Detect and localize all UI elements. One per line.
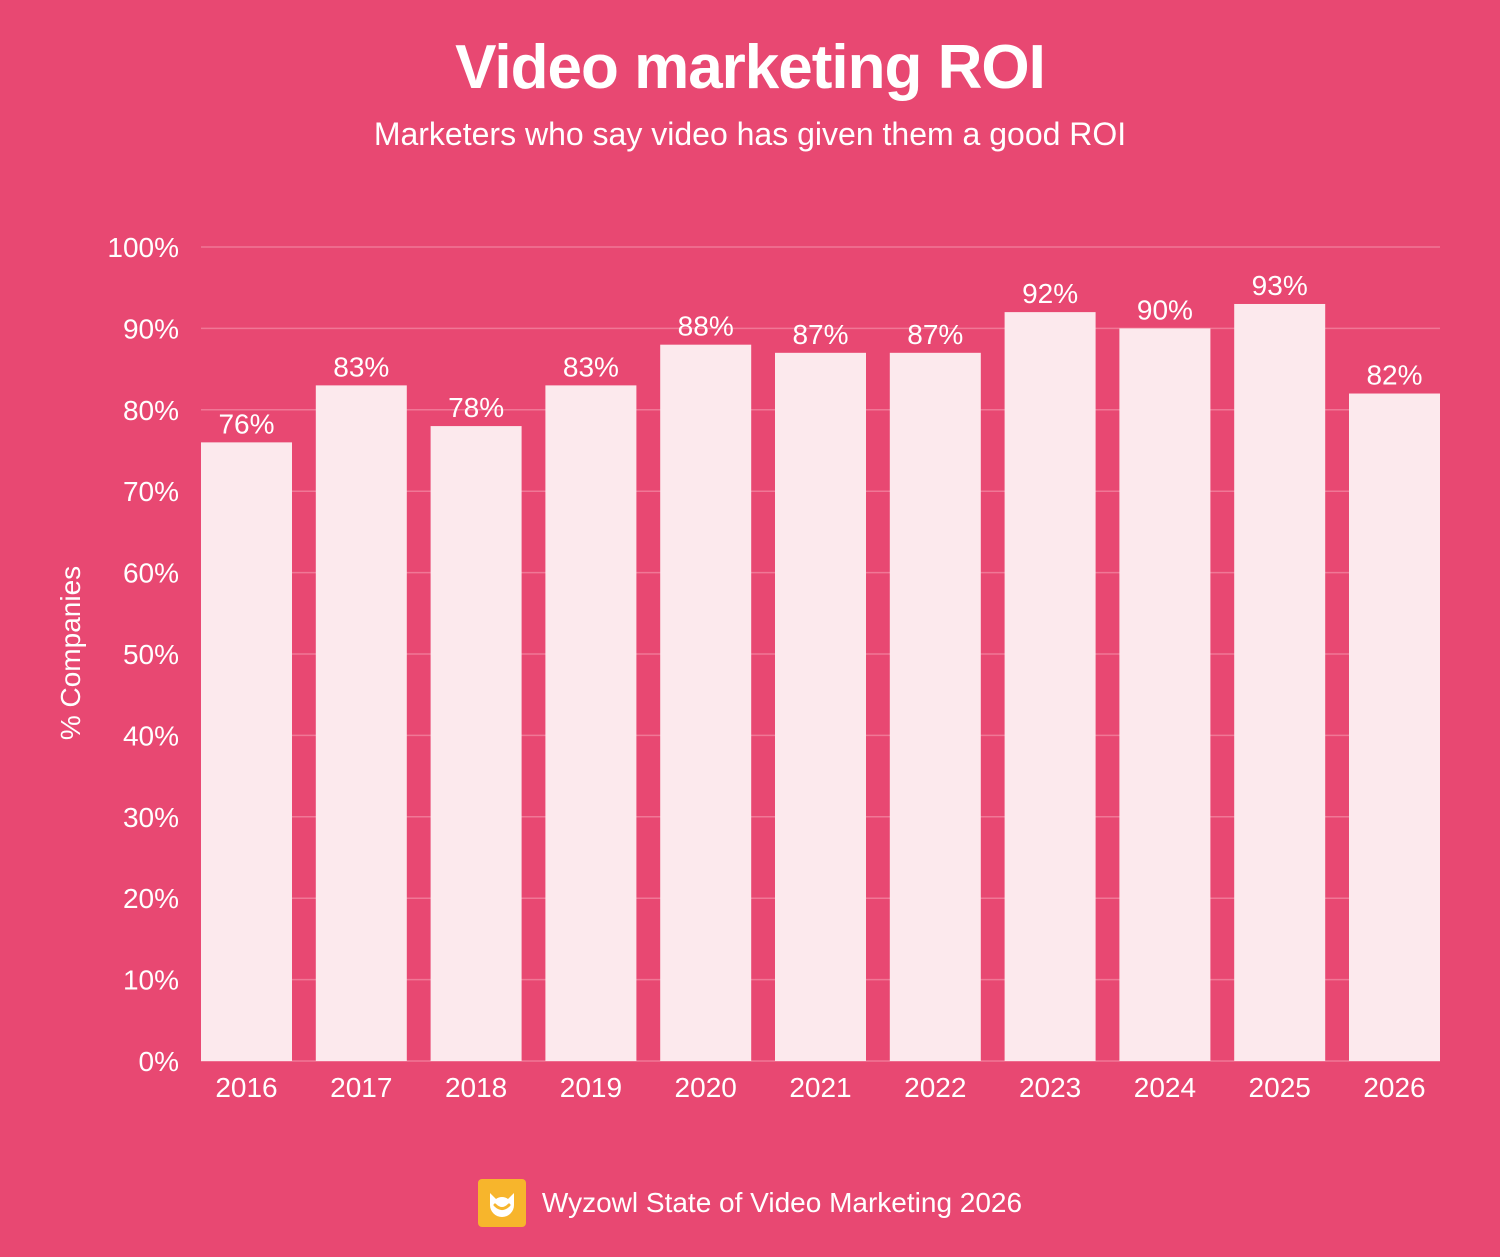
data-label: 87% [907,319,963,350]
bar-2025 [1234,303,1326,1062]
x-tick-label: 2020 [675,1072,737,1103]
x-tick-label: 2019 [560,1072,622,1103]
bar-2018 [430,426,522,1062]
wyzowl-logo-icon [477,1179,526,1227]
data-labels: 76% 83% 78% 83% 88% 87% 87% 92% 90% 93% 82% [218,270,1422,439]
y-tick-label: 70% [123,476,179,507]
y-tick-label: 100% [107,232,179,263]
y-tick-label: 50% [123,639,179,670]
x-tick-label: 2021 [789,1072,851,1103]
data-label: 87% [792,319,848,350]
x-tick-label: 2017 [330,1072,392,1103]
data-label: 90% [1137,294,1193,325]
y-tick-label: 40% [123,720,179,751]
x-tick-label: 2026 [1363,1072,1425,1103]
data-label: 83% [333,351,389,382]
y-tick-label: 20% [123,883,179,914]
data-label: 76% [218,408,274,439]
bar-2016 [201,442,292,1061]
y-tick-label: 30% [123,802,179,833]
bar-2026 [1349,393,1440,1061]
y-axis-title: % Companies [55,566,86,740]
bar-2021 [775,352,866,1061]
bars [201,303,1440,1062]
x-tick-label: 2018 [445,1072,507,1103]
source-text: Wyzowl State of Video Marketing 2026 [541,1187,1023,1218]
x-tick-label: 2016 [215,1072,277,1103]
x-tick-label: 2025 [1249,1072,1311,1103]
y-tick-label: 90% [123,313,179,344]
data-label: 93% [1252,270,1308,301]
data-label: 83% [563,351,619,382]
data-label: 78% [448,392,504,423]
bar-2024 [1119,328,1211,1061]
source-footer: Wyzowl State of Video Marketing 2026 [0,1178,1500,1228]
data-label: 88% [678,311,734,342]
bar-2017 [315,385,407,1061]
bar-2023 [1004,312,1096,1061]
bar-2019 [545,385,637,1061]
x-tick-label: 2024 [1134,1072,1196,1103]
bar-2020 [660,344,752,1061]
data-label: 82% [1366,360,1422,391]
y-tick-label: 80% [123,395,179,426]
y-tick-label: 10% [123,965,179,996]
x-tick-label: 2023 [1019,1072,1081,1103]
data-label: 92% [1022,278,1078,309]
y-axis-ticks: 0% 10% 20% 30% 40% 50% 60% 70% 80% 90% 100% [107,232,179,1077]
chart-title: Video marketing ROI [455,33,1046,102]
x-axis-ticks: 2016 2017 2018 2019 2020 2021 2022 2023 2024 2025… [215,1072,1425,1103]
chart-subtitle: Marketers who say video has given them a… [373,116,1127,152]
bar-2022 [889,352,981,1061]
y-tick-label: 60% [123,558,179,589]
y-tick-label: 0% [139,1046,179,1077]
x-tick-label: 2022 [904,1072,966,1103]
